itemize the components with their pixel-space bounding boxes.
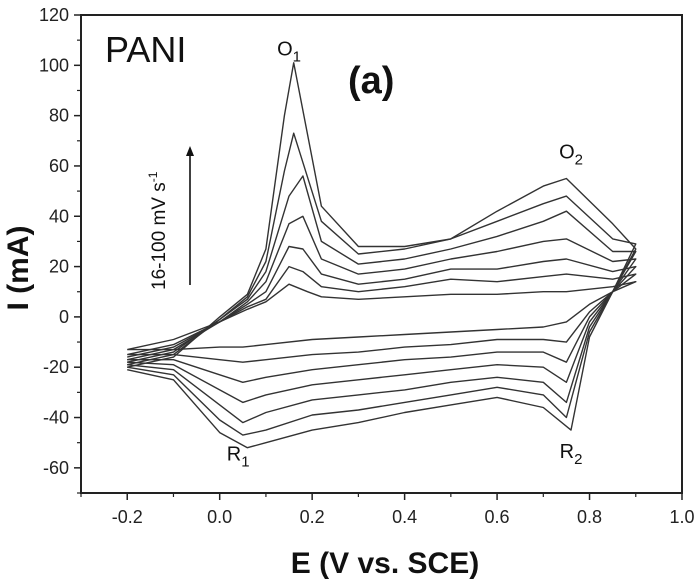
peak-label: O2 (559, 141, 583, 168)
y-tick-label: -40 (43, 408, 69, 428)
y-tick-label: 20 (49, 257, 69, 277)
cv-curve-2 (127, 265, 637, 363)
peak-label: O1 (277, 38, 301, 65)
cv-curve-4 (127, 215, 637, 404)
y-tick-label: 0 (59, 307, 69, 327)
scan-rate-text: 16-100 mV s-1 (146, 171, 170, 290)
y-tick-label: 40 (49, 206, 69, 226)
x-tick-label: 0.6 (485, 507, 510, 527)
material-label: PANI (105, 29, 186, 70)
cv-curves (127, 62, 637, 449)
cv-curve-6 (127, 132, 637, 436)
y-tick-label: 80 (49, 106, 69, 126)
y-tick-label: 120 (39, 5, 69, 25)
x-tick-label: 0.0 (207, 507, 232, 527)
peak-label-main: O (559, 141, 575, 163)
cv-curve-5 (127, 175, 637, 424)
peak-label: R2 (560, 441, 583, 468)
y-tick-label: -60 (43, 458, 69, 478)
x-tick-label: 0.8 (577, 507, 602, 527)
y-tick-label: 100 (39, 55, 69, 75)
cv-curve-1 (127, 281, 637, 351)
peak-label-sub: 1 (241, 453, 249, 470)
peak-label-sub: 2 (575, 151, 583, 168)
peak-label-main: R (560, 441, 574, 463)
cv-curve-7 (127, 62, 637, 449)
axis-ticks: -0.2 0.0 0.2 0.4 0.6 0.8 1.0 -60 -40 -20 0 20 40 60 80… (39, 5, 695, 527)
x-tick-label: 0.4 (392, 507, 417, 527)
scan-rate-superscript: -1 (146, 171, 160, 182)
x-tick-label: 1.0 (669, 507, 694, 527)
panel-label: (a) (348, 60, 394, 102)
cv-curve-3 (127, 245, 637, 383)
scan-rate-annotation: 16-100 mV s-1 (146, 146, 194, 290)
peak-label-main: O (277, 38, 293, 60)
peak-label-sub: 2 (574, 451, 582, 468)
y-tick-label: -20 (43, 357, 69, 377)
x-axis-label: E (V vs. SCE) (291, 547, 479, 580)
peak-label: R1 (227, 443, 250, 470)
scan-rate-value: 16-100 mV s (149, 182, 170, 290)
x-tick-label: 0.2 (300, 507, 325, 527)
peak-label-main: R (227, 443, 241, 465)
x-tick-label: -0.2 (112, 507, 143, 527)
plot-frame (80, 14, 683, 494)
y-tick-label: 60 (49, 156, 69, 176)
scan-rate-arrowhead (186, 146, 194, 156)
peak-label-sub: 1 (293, 48, 301, 65)
y-axis-label: I (mA) (2, 226, 35, 311)
